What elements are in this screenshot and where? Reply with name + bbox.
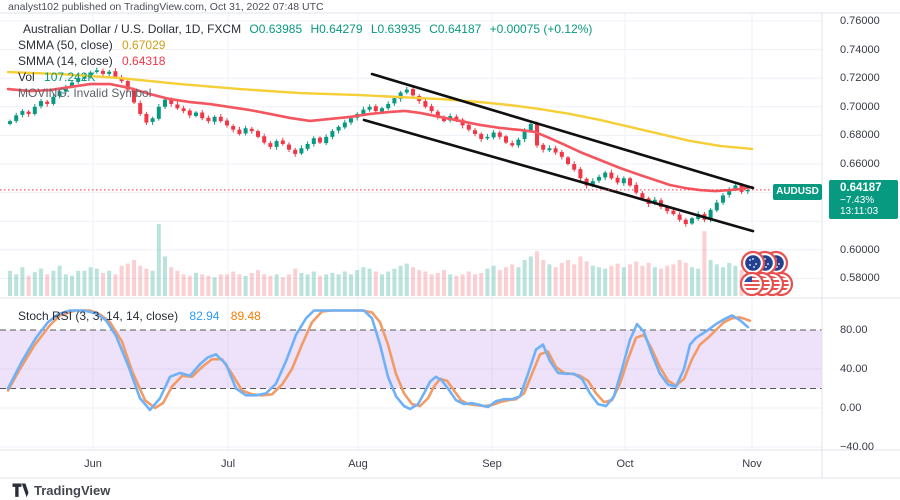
separator-layer (0, 12, 900, 479)
stoch-band-layer (0, 329, 822, 389)
moving-average-layer (6, 70, 754, 193)
trendline-layer (362, 72, 755, 233)
volume-layer (8, 224, 750, 296)
stoch-lines-layer (6, 309, 752, 412)
tradingview-logo[interactable]: TradingView (12, 483, 110, 498)
tradingview-logo-text: TradingView (34, 483, 111, 498)
flag-stickers-layer (739, 250, 794, 297)
tradingview-logo-icon (12, 483, 29, 498)
candles-layer (8, 67, 750, 227)
